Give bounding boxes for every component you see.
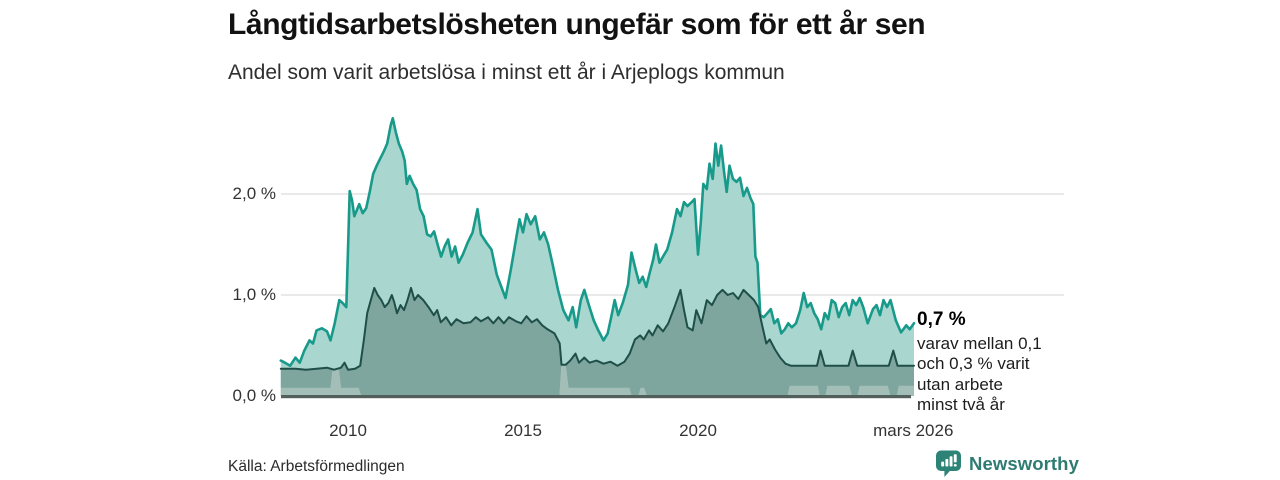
newsworthy-logo[interactable]: Newsworthy <box>936 450 1079 478</box>
x-axis-label: 2010 <box>329 421 367 440</box>
chart-subtitle: Andel som varit arbetslösa i minst ett å… <box>228 61 785 84</box>
x-axis-label: mars 2026 <box>873 421 954 440</box>
annotation-line: och 0,3 % varit <box>917 354 1030 373</box>
annotation-line: utan arbete <box>917 374 1004 394</box>
latest-value-annotation: 0,7 % varav mellan 0,1 och 0,3 % varit u… <box>917 309 1067 416</box>
bar-chart-speech-bubble-icon <box>936 450 961 477</box>
source-note: Källa: Arbetsförmedlingen <box>228 458 405 475</box>
y-axis-label: 0,0 % <box>232 386 276 405</box>
x-axis-label: 2020 <box>679 421 717 440</box>
chart-title: Långtidsarbetslösheten ungefär som för e… <box>228 8 926 41</box>
annotation-line: varav mellan 0,1 <box>917 333 1042 353</box>
x-axis-label: 2015 <box>504 421 542 440</box>
annotation-value: 0,7 % <box>917 309 966 330</box>
annotation-line: minst två år <box>917 395 1005 414</box>
y-axis-label: 1,0 % <box>232 285 276 304</box>
y-axis-label: 2,0 % <box>232 184 276 203</box>
newsworthy-wordmark: Newsworthy <box>969 453 1079 474</box>
